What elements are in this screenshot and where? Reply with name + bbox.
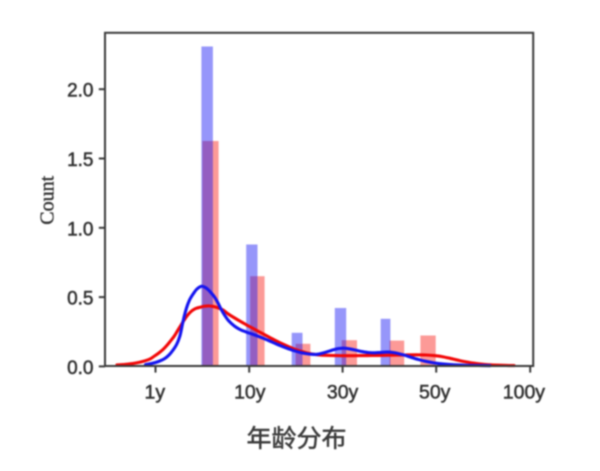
svg-text:10y: 10y xyxy=(234,382,266,404)
svg-text:50y: 50y xyxy=(419,382,451,404)
svg-text:0.0: 0.0 xyxy=(67,358,93,379)
svg-text:100y: 100y xyxy=(503,382,546,404)
svg-text:1y: 1y xyxy=(144,382,165,404)
svg-text:2.0: 2.0 xyxy=(67,81,93,102)
svg-text:30y: 30y xyxy=(327,382,359,404)
svg-text:1.0: 1.0 xyxy=(67,219,93,240)
svg-text:1.5: 1.5 xyxy=(67,150,93,171)
svg-text:0.5: 0.5 xyxy=(67,289,93,310)
svg-text:Count: Count xyxy=(37,175,59,224)
